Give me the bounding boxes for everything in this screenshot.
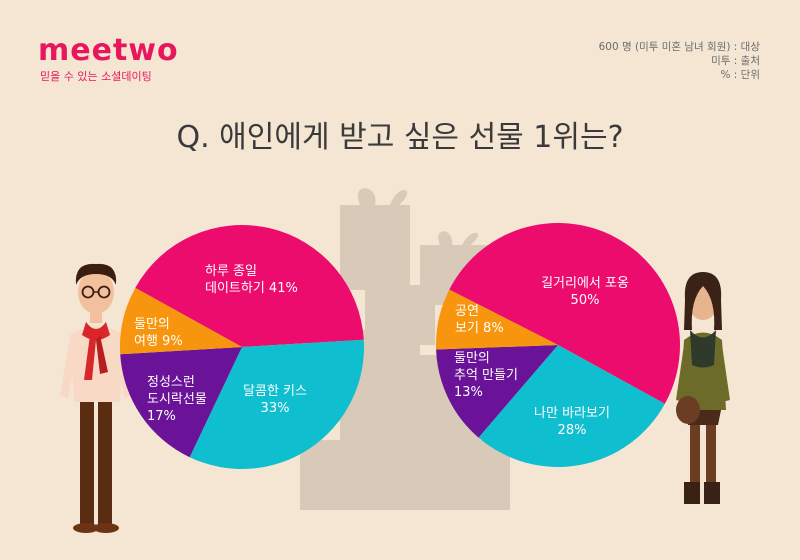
pie-slice [120,287,242,355]
slice-label: 달콤한 키스 33% [243,384,307,416]
meta-target: 600 명 (미투 미혼 남녀 회원) : 대상 [598,41,760,53]
slice-label-line: 정성스런 [147,375,195,390]
brand-logo: meetwo [38,33,179,68]
chart-title: Q. 애인에게 받고 싶은 선물 1위는? [176,120,624,155]
slice-label-line: 13% [454,385,483,400]
pie-slice [436,289,558,350]
man-illustration [60,263,132,533]
slice-label-line: 28% [558,423,587,438]
slice-label-line: 달콤한 키스 [243,384,307,399]
slice-label-line: 길거리에서 포옹 [541,276,629,291]
pie-slice [478,345,665,467]
slice-label-line: 둘만의 [134,317,170,332]
slice-label: 둘만의 여행 9% [134,317,183,349]
slice-label-line: 공연 [455,304,479,319]
slice-label-line: 하루 종일 [205,264,257,279]
pie-slice [449,222,681,404]
pie-slice [120,347,242,458]
pie-slice [189,339,364,469]
slice-label-line: 데이트하기 41% [205,281,298,296]
slice-label-line: 추억 만들기 [454,368,518,383]
pie-slice [436,345,558,438]
brand-tagline: 믿을 수 있는 소셜데이팅 [40,70,152,83]
slice-label-line: 도시락선물 [147,392,207,407]
slice-label-line: 50% [571,293,600,308]
slice-label: 길거리에서 포옹 50% [541,276,629,308]
slice-label-line: 둘만의 [454,351,490,366]
meta-unit: % : 단위 [720,69,760,81]
woman-illustration [676,272,730,504]
slice-label-line: 보기 8% [455,321,504,336]
slice-label-line: 17% [147,409,176,424]
slice-label-line: 33% [261,401,290,416]
survey-meta: 600 명 (미투 미혼 남녀 회원) : 대상 미투 : 출처 % : 단위 [599,40,760,82]
slice-label-line: 여행 9% [134,333,183,349]
meta-source: 미투 : 출처 [711,55,760,67]
slice-label: 나만 바라보기 28% [534,406,610,438]
slice-label-line: 나만 바라보기 [534,406,610,421]
pie-slice [135,225,364,347]
